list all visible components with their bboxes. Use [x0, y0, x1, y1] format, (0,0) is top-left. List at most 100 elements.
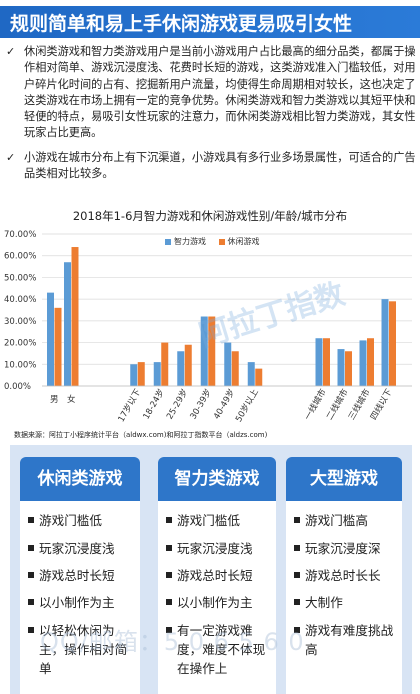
chart-bar: [255, 368, 263, 386]
comparison-panels: 休闲类游戏 游戏门槛低 玩家沉浸度浅 游戏总时长短 以小制作为主 以轻松休闲为主，操作相对…: [10, 445, 412, 694]
panel-title: 智力类游戏: [158, 457, 276, 501]
panel-item-text: 游戏总时长短: [39, 568, 115, 583]
bullet-square-icon: [294, 627, 300, 633]
panel-item-text: 大制作: [305, 595, 343, 610]
panel-list-item: 玩家沉浸度浅: [28, 539, 138, 558]
chart-bar: [381, 299, 389, 386]
chart-bar: [367, 338, 374, 386]
panel-item-text: 以小制作为主: [177, 595, 253, 610]
title-banner: 规则简单和易上手休闲游戏更易吸引女性: [0, 6, 420, 38]
bullet-item: ✓ 小游戏在城市分布上有下沉渠道，小游戏具有多行业多场景属性，可适合的广告品类相…: [6, 150, 416, 183]
check-icon: ✓: [6, 45, 16, 58]
x-tick-label: 25-29岁: [164, 387, 190, 421]
y-tick-label: 20.00%: [4, 339, 36, 349]
panel-list-item: 大制作: [294, 593, 400, 612]
panel-list-item: 有一定游戏难度，难度不体现在操作上: [166, 621, 274, 678]
y-tick-label: 10.00%: [4, 360, 36, 370]
chart-bar: [64, 262, 71, 386]
chart-bar: [345, 351, 352, 386]
panel-item-text: 以轻松休闲为主，操作相对简单: [39, 623, 128, 676]
bullet-square-icon: [294, 572, 300, 578]
chart-bar: [184, 344, 192, 386]
chart-bar: [389, 301, 396, 386]
bullet-square-icon: [294, 517, 300, 523]
legend-item: 休闲游戏: [218, 236, 260, 247]
chart-bar: [177, 351, 185, 386]
chart-plot: 0.00% 10.00% 20.00% 30.00% 40.00% 50.00% 60.00…: [4, 230, 412, 424]
y-tick-label: 50.00%: [4, 273, 36, 283]
panel-list-item: 游戏门槛高: [294, 511, 400, 530]
x-tick-label: 四线以下: [368, 387, 395, 422]
y-tick-label: 30.00%: [4, 317, 36, 327]
chart-title: 2018年1-6月智力游戏和休闲游戏性别/年龄/城市分布: [72, 209, 348, 223]
chart-bar: [200, 316, 208, 386]
bullet-square-icon: [294, 599, 300, 605]
chart-bar: [161, 342, 169, 386]
panel-list-item: 游戏总时长短: [28, 566, 138, 585]
panel-list-item: 以小制作为主: [28, 593, 138, 612]
bullet-item: ✓ 休闲类游戏和智力类游戏用户是当前小游戏用户占比最高的细分品类，都属于操作相对…: [6, 44, 416, 142]
chart-bar: [71, 247, 79, 386]
bullet-square-icon: [28, 599, 34, 605]
legend-swatch: [165, 238, 171, 245]
chart-bar: [359, 340, 367, 386]
panel-item-text: 游戏门槛低: [177, 513, 240, 528]
panel-item-text: 游戏门槛低: [39, 513, 102, 528]
panel-title: 大型游戏: [286, 457, 402, 501]
panel-list-item: 玩家沉浸度深: [294, 539, 400, 558]
bullet-square-icon: [28, 545, 34, 551]
x-tick-label: 40-49岁: [211, 387, 237, 421]
chart: 2018年1-6月智力游戏和休闲游戏性别/年龄/城市分布 智力游戏 休闲游戏 0…: [0, 200, 420, 425]
bullet-square-icon: [166, 517, 172, 523]
panel-list-item: 玩家沉浸度浅: [166, 539, 274, 558]
panel-list-item: 以小制作为主: [166, 593, 274, 612]
chart-bar: [231, 351, 239, 386]
bullet-square-icon: [28, 627, 34, 633]
panel-item-text: 玩家沉浸度浅: [177, 541, 253, 556]
chart-bar: [323, 338, 330, 386]
bullet-square-icon: [294, 545, 300, 551]
x-tick-label: 17岁以下: [116, 387, 144, 424]
chart-bar: [137, 362, 145, 386]
chart-bar: [153, 362, 161, 386]
page-title: 规则简单和易上手休闲游戏更易吸引女性: [10, 13, 353, 35]
x-tick-label: 50岁以上: [233, 387, 261, 424]
chart-bar: [47, 292, 54, 386]
panel-item-text: 游戏有难度挑战高: [305, 623, 394, 657]
chart-bar: [208, 316, 216, 386]
bullet-text: 休闲类游戏和智力类游戏用户是当前小游戏用户占比最高的细分品类，都属于操作相对简单…: [24, 45, 416, 140]
panel-list-item: 游戏有难度挑战高: [294, 621, 400, 659]
legend-item: 智力游戏: [165, 236, 206, 247]
bullet-square-icon: [166, 572, 172, 578]
x-tick-label: 男: [50, 395, 59, 405]
x-tick-label: 女: [67, 394, 76, 405]
chart-bar: [130, 364, 138, 386]
bullet-square-icon: [166, 627, 172, 633]
x-tick-label: 30-39岁: [188, 387, 214, 421]
panel-list-item: 游戏总时长短: [166, 566, 274, 585]
y-tick-label: 0.00%: [4, 382, 31, 392]
panel-item-text: 游戏总时长短: [177, 568, 253, 583]
bullet-square-icon: [166, 599, 172, 605]
panel-item-text: 玩家沉浸度深: [305, 541, 381, 556]
chart-legend: 智力游戏 休闲游戏: [165, 236, 270, 247]
y-tick-label: 60.00%: [4, 252, 36, 262]
panel-list-item: 游戏总时长长: [294, 566, 400, 585]
bullet-square-icon: [28, 517, 34, 523]
panel-list-item: 以轻松休闲为主，操作相对简单: [28, 621, 138, 678]
panel-item-text: 玩家沉浸度浅: [39, 541, 115, 556]
panel-body: 游戏门槛低玩家沉浸度浅 游戏总时长短以小制作为主以轻松休闲为主，操作相对简单: [20, 501, 140, 694]
x-tick-label: 18-24岁: [141, 387, 167, 421]
chart-bar: [224, 342, 232, 386]
chart-bar: [54, 307, 62, 386]
bullet-square-icon: [28, 572, 34, 578]
panel-item-text: 有一定游戏难度，难度不体现在操作上: [177, 623, 266, 676]
panel-body: 游戏门槛高玩家沉浸度深游戏总时长长大制作游戏有难度挑战高: [286, 501, 402, 694]
chart-bar: [315, 338, 323, 386]
chart-source: 数据来源：阿拉丁小程序统计平台（aldwx.com)和阿拉丁指数平台（aldzs…: [14, 431, 268, 439]
bullet-square-icon: [166, 545, 172, 551]
chart-bar: [337, 349, 345, 386]
y-tick-label: 40.00%: [4, 295, 36, 305]
legend-swatch: [218, 238, 225, 245]
y-tick-label: 70.00%: [4, 230, 36, 240]
